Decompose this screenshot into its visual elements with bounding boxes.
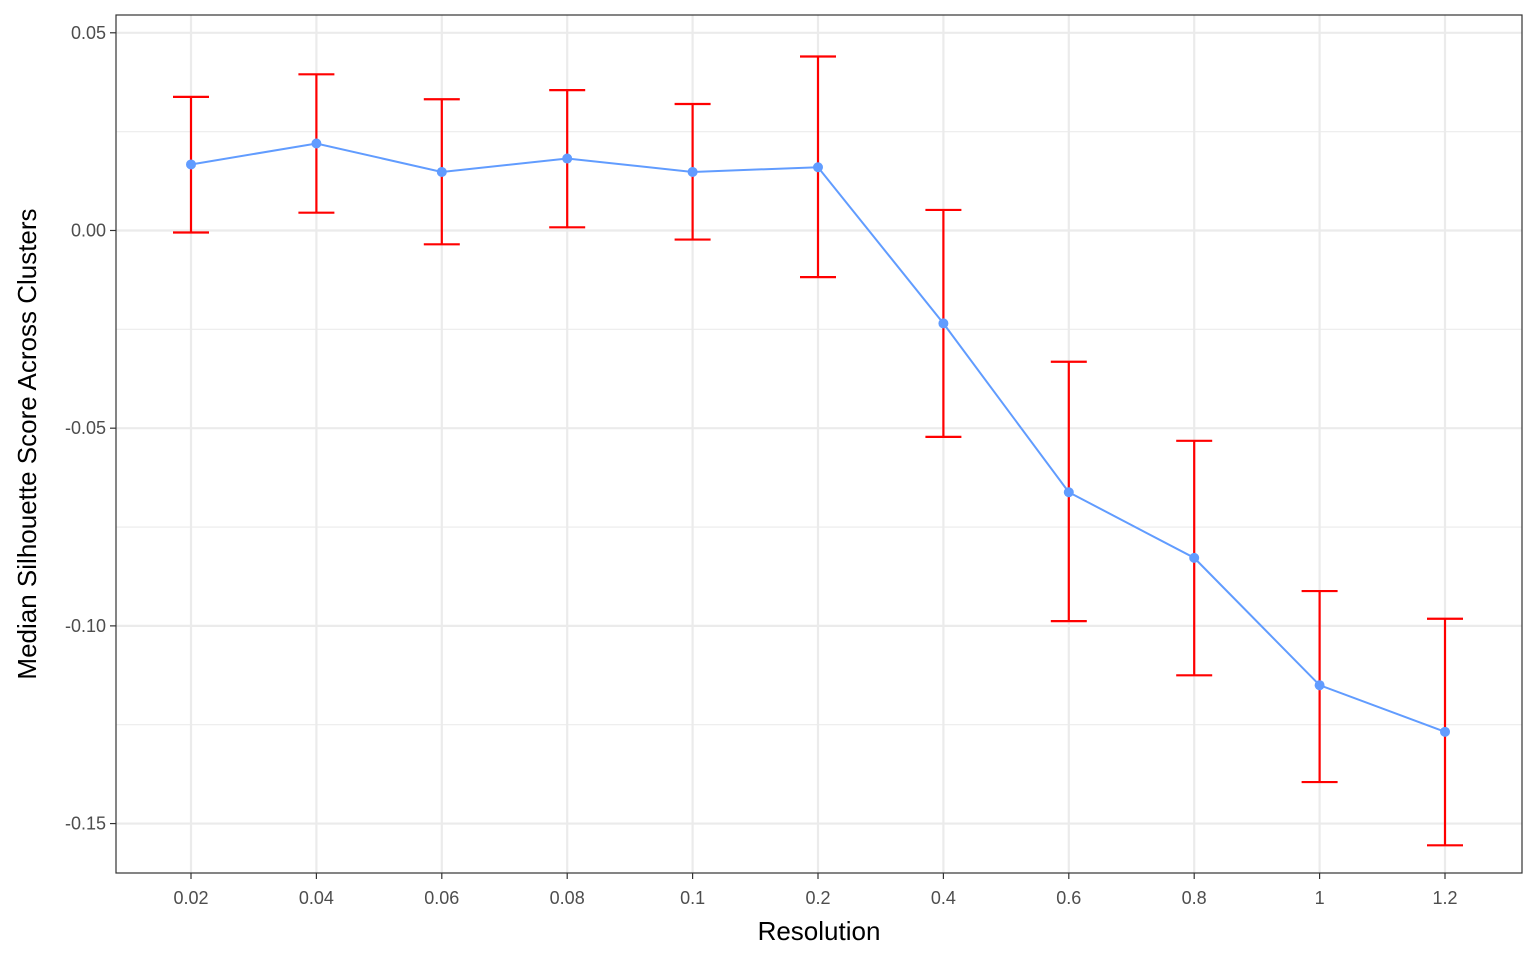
data-point [813, 162, 823, 173]
data-point [186, 159, 196, 170]
x-tick-label: 1.2 [1432, 888, 1457, 908]
y-tick-label: 0.00 [71, 220, 106, 240]
y-tick-label: -0.10 [65, 616, 106, 636]
x-axis: 0.02 0.04 0.06 0.08 0.1 0.2 0.4 0.6 0.8 1 1.2 [173, 873, 1458, 908]
data-point [436, 166, 447, 177]
x-tick-label: 0.6 [1056, 888, 1081, 908]
x-tick-label: 0.04 [299, 888, 334, 908]
x-tick-label: 0.08 [550, 888, 585, 908]
y-axis-title: Median Silhouette Score Across Clusters [12, 208, 42, 679]
x-tick-label: 0.1 [680, 888, 705, 908]
data-point [1189, 552, 1200, 563]
data-points [186, 138, 1450, 737]
x-tick-label: 0.02 [173, 888, 208, 908]
y-tick-label: 0.05 [71, 23, 106, 43]
x-tick-label: 0.8 [1182, 888, 1207, 908]
y-axis: 0.05 0.00 -0.05 -0.10 -0.15 [65, 23, 116, 834]
y-tick-label: -0.05 [65, 418, 106, 438]
x-tick-label: 0.06 [424, 888, 459, 908]
x-tick-label: 1 [1315, 888, 1325, 908]
plot-border [115, 14, 1523, 874]
data-point [938, 318, 949, 329]
y-tick-label: -0.15 [65, 814, 106, 834]
data-point [562, 153, 573, 164]
x-tick-label: 0.4 [931, 888, 956, 908]
data-point [687, 166, 698, 177]
data-point [1440, 726, 1450, 737]
data-point [1314, 680, 1325, 691]
data-point [1063, 487, 1074, 498]
x-tick-label: 0.2 [805, 888, 830, 908]
x-axis-title: Resolution [758, 916, 881, 946]
data-point [311, 138, 322, 149]
